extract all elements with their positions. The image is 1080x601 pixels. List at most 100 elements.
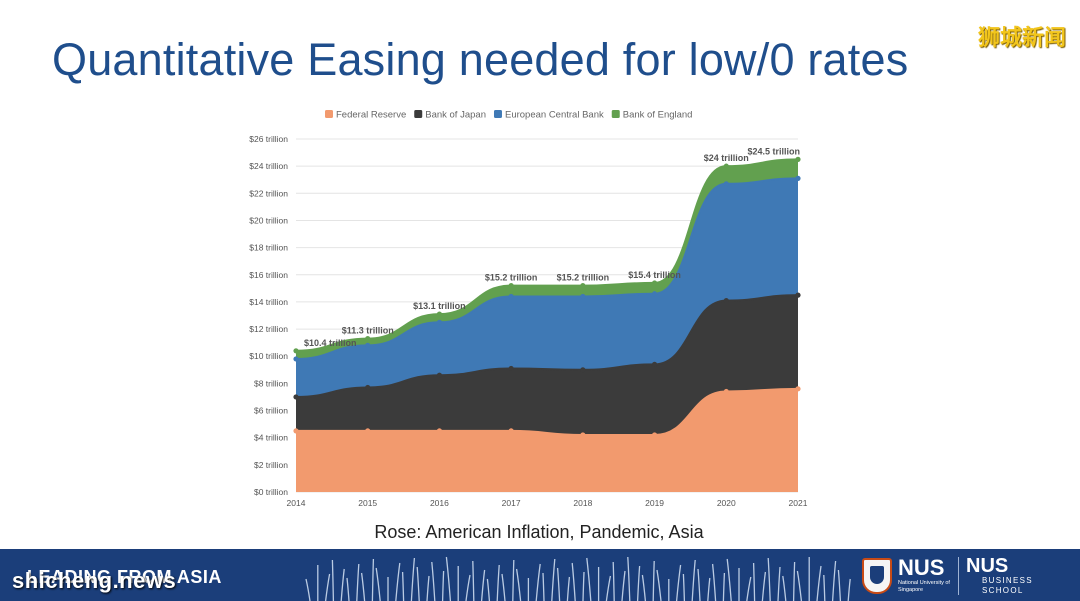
y-tick-label: $8 trillion <box>254 378 288 388</box>
nus-crest-icon <box>862 558 892 594</box>
grass-blade <box>401 571 405 601</box>
grass-blade <box>777 566 781 601</box>
leading-from-asia: LEADING FROM ASIA <box>27 567 222 587</box>
grass-blade <box>767 557 771 601</box>
total-annotation: $11.3 trillion <box>342 326 394 336</box>
legend-swatch-european-central-bank <box>493 110 502 118</box>
legend-label-federal-reserve: Federal Reserve <box>336 110 406 121</box>
area-european-central-bank <box>296 178 798 397</box>
total-annotation: $15.2 trillion <box>557 273 610 283</box>
grass-blade <box>656 569 662 601</box>
point-federal-reserve <box>795 386 801 392</box>
line-bank-of-japan <box>295 294 799 398</box>
point-federal-reserve <box>508 428 514 434</box>
point-bank-of-japan <box>365 384 371 391</box>
total-annotation: $15.2 trillion <box>485 273 538 283</box>
nus-divider <box>958 557 959 595</box>
point-european-central-bank <box>651 291 658 297</box>
point-european-central-bank <box>580 293 586 300</box>
grass-blade <box>445 556 452 601</box>
point-bank-of-japan <box>436 372 443 378</box>
grass-blade <box>722 572 726 601</box>
y-tick-label: $14 trillion <box>249 297 288 307</box>
point-federal-reserve <box>365 428 371 434</box>
grass-blade <box>512 559 515 601</box>
nus-business-text: NUS <box>966 555 1009 577</box>
nus-logo-text: NUS <box>898 555 945 580</box>
grass-blade <box>796 570 803 601</box>
watermark-top: 狮城新闻 <box>977 26 1066 51</box>
point-federal-reserve <box>436 428 443 434</box>
grass-blade <box>823 574 826 601</box>
grass-blade <box>486 578 491 601</box>
grass-blade <box>726 558 732 601</box>
legend-label-european-central-bank: European Central Bank <box>505 110 604 121</box>
x-tick-label: 2020 <box>717 498 736 508</box>
grass-blade <box>831 560 837 601</box>
x-tick-label: 2014 <box>287 498 306 508</box>
point-federal-reserve <box>723 388 729 395</box>
point-european-central-bank <box>365 342 371 348</box>
total-annotation: $13.1 trillion <box>413 301 466 311</box>
grass-blade <box>535 563 541 601</box>
y-tick-label: $16 trillion <box>249 270 288 280</box>
point-european-central-bank <box>795 175 801 181</box>
footer-bar: LEADING FROM ASIA <box>0 549 1080 601</box>
area-federal-reserve <box>296 388 798 492</box>
grass-blade <box>641 574 647 601</box>
point-european-central-bank <box>436 319 443 325</box>
grass-blade <box>707 577 711 601</box>
x-tick-label: 2015 <box>358 498 377 508</box>
grass-blade <box>441 570 445 601</box>
line-federal-reserve <box>295 387 799 436</box>
y-tick-label: $26 trillion <box>249 134 288 144</box>
point-bank-of-england <box>436 311 443 317</box>
y-tick-label: $20 trillion <box>249 215 288 225</box>
y-tick-label: $4 trillion <box>254 433 288 443</box>
point-bank-of-england <box>723 163 729 169</box>
grass-blade <box>682 573 686 601</box>
area-bank-of-england <box>296 159 798 359</box>
grass-blade <box>675 564 682 601</box>
y-tick-label: $6 trillion <box>254 406 288 416</box>
legend-swatch-bank-of-england <box>611 110 620 118</box>
point-federal-reserve <box>293 428 299 434</box>
grass-blade <box>556 567 561 601</box>
grass-blade <box>416 566 420 601</box>
grass-blade <box>496 564 500 601</box>
y-tick-label: $18 trillion <box>249 243 288 253</box>
grass-blade <box>582 571 585 601</box>
x-tick-label: 2016 <box>430 498 449 508</box>
grass-blade <box>371 558 375 601</box>
line-european-central-bank <box>295 177 799 360</box>
nus-business-sub: BUSINESS SCHOOL <box>982 576 1033 595</box>
grass-blade <box>515 568 522 601</box>
y-tick-label: $2 trillion <box>254 460 288 470</box>
legend-label-bank-of-england: Bank of England <box>623 110 693 121</box>
grass-blade <box>782 575 787 601</box>
grass-blade <box>501 573 506 601</box>
nus-logo-subtext: National University of Singapore <box>898 580 950 593</box>
point-bank-of-japan <box>580 367 586 373</box>
grass-blade <box>752 562 756 601</box>
grass-blade <box>586 557 592 601</box>
total-annotation: $15.4 trillion <box>628 270 681 280</box>
grass-blade <box>697 568 701 601</box>
grass-blade <box>746 576 752 601</box>
grass-blade <box>605 575 612 601</box>
point-bank-of-japan <box>293 394 299 400</box>
x-tick-label: 2018 <box>573 498 592 508</box>
grass-blade <box>627 556 631 601</box>
grass-blade <box>711 563 717 601</box>
point-bank-of-japan <box>795 292 801 298</box>
legend-swatch-bank-of-japan <box>414 110 423 118</box>
point-federal-reserve <box>651 432 658 438</box>
grass-blade <box>360 572 366 601</box>
grass-blade <box>551 558 556 601</box>
x-tick-label: 2021 <box>789 498 808 508</box>
grass-blade <box>636 565 641 601</box>
grass-blade <box>761 571 767 601</box>
slide-title: Quantitative Easing needed for low/0 rat… <box>52 34 909 85</box>
total-annotation: $10.4 trillion <box>304 338 357 348</box>
grass-blade <box>691 559 696 601</box>
